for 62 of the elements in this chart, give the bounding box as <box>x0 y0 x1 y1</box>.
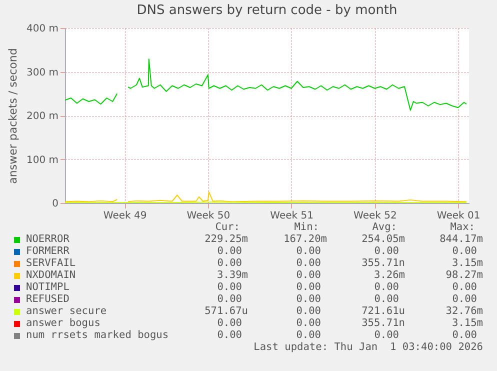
legend-label: NXDOMAIN <box>26 269 76 281</box>
y-axis-title: answer packets / second <box>6 48 20 184</box>
text: Cur: <box>215 221 240 233</box>
text: 0.00 <box>374 329 399 341</box>
text: Last update: Thu Jan 1 03:40:00 2026 <box>254 341 483 353</box>
legend-label: SERVFAIL <box>26 257 76 269</box>
y-tick-label: 400 m <box>26 24 58 34</box>
text: 0.00 <box>217 245 242 257</box>
text: 0.00 <box>217 317 242 329</box>
x-tick-label: Week 51 <box>270 210 314 222</box>
text: 3.15m <box>452 257 483 269</box>
text: 0.00 <box>452 293 477 305</box>
text: 0.00 <box>374 245 399 257</box>
text: 0.00 <box>296 317 321 329</box>
text: 721.61u <box>362 305 405 317</box>
text: 32.76m <box>446 305 483 317</box>
text: 355.71n <box>362 317 405 329</box>
text: Min: <box>294 221 319 233</box>
text: 571.67u <box>204 305 248 317</box>
text: Max: <box>450 221 475 233</box>
text: 0.00 <box>452 329 477 341</box>
legend-label: answer secure <box>26 305 107 317</box>
text: 0.00 <box>374 281 399 293</box>
legend-label: NOERROR <box>26 233 70 245</box>
y-tick-label: 100 m <box>26 154 58 166</box>
y-tick-label: 0 <box>52 198 58 210</box>
text: 0.00 <box>217 329 242 341</box>
y-tick-label: 300 m <box>26 67 58 78</box>
text: 254.05m <box>362 233 405 245</box>
legend-label: answer bogus <box>26 317 100 329</box>
legend-label: FORMERR <box>26 245 70 257</box>
text: Avg: <box>372 221 397 233</box>
legend-label: NOTIMPL <box>26 281 70 293</box>
text: 0.00 <box>452 245 477 257</box>
text: 0.00 <box>296 281 321 293</box>
x-tick-label: Week 52 <box>354 210 397 222</box>
text: 0.00 <box>217 281 242 293</box>
legend-label: REFUSED <box>26 293 70 305</box>
x-tick-label: Week 01 <box>436 210 480 222</box>
text: 167.20m <box>284 233 327 245</box>
text: 355.71n <box>362 257 405 269</box>
text: 229.25m <box>204 233 248 245</box>
text: 0.00 <box>296 305 321 317</box>
text: 0.00 <box>296 257 321 269</box>
legend-label: num rrsets marked bogus <box>26 329 169 341</box>
text: 0.00 <box>296 329 321 341</box>
text: 0.00 <box>452 281 477 293</box>
text: 0.00 <box>296 293 321 305</box>
text: 0.00 <box>296 269 321 281</box>
text: 0.00 <box>296 245 321 257</box>
text: 844.17m <box>440 233 483 245</box>
x-tick-label: Week 50 <box>186 210 230 222</box>
y-tick-label: 200 m <box>26 111 58 122</box>
text: 3.39m <box>217 269 248 281</box>
text: 0.00 <box>217 293 242 305</box>
x-tick-label: Week 49 <box>103 210 147 222</box>
text: 3.15m <box>452 317 483 329</box>
text: 0.00 <box>374 293 399 305</box>
text: 98.27m <box>446 269 483 281</box>
text: 0.00 <box>217 257 242 269</box>
chart-title: DNS answers by return code - by month <box>136 3 398 18</box>
text: 3.26m <box>374 269 405 281</box>
